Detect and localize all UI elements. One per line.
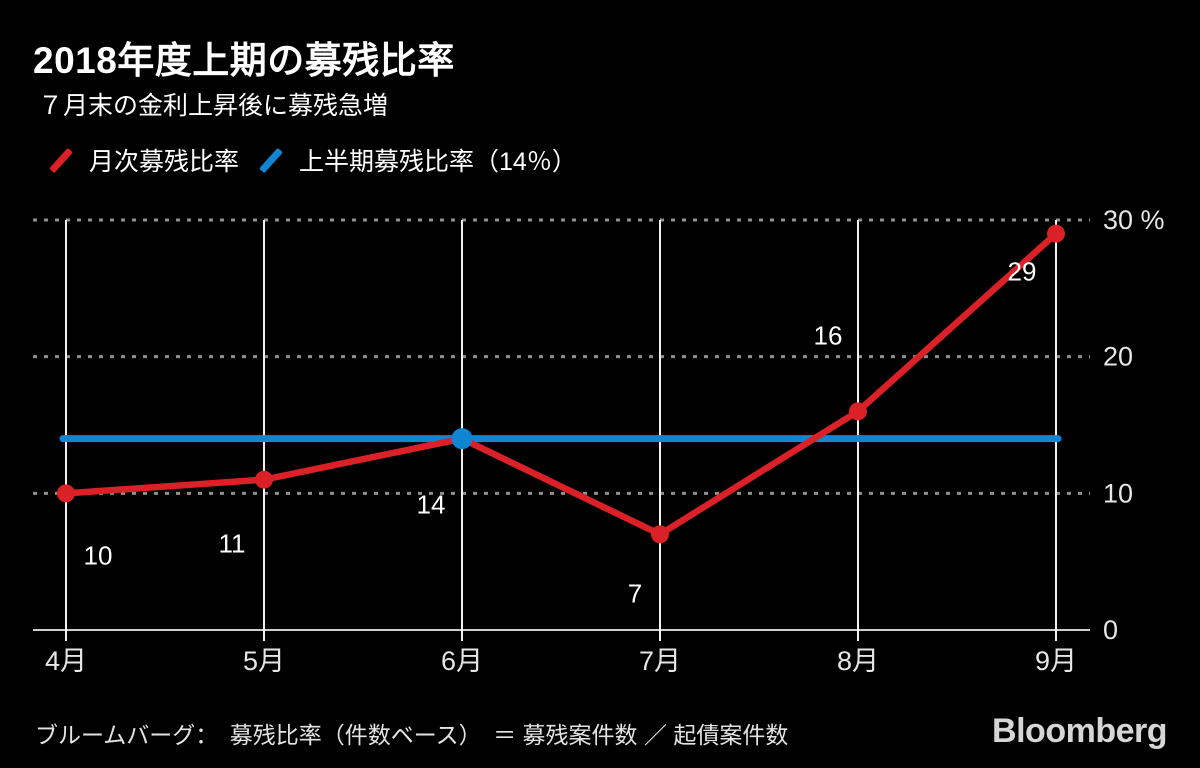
data-point-label: 10 <box>84 540 113 570</box>
x-tick-label: 4月 <box>45 646 87 676</box>
data-point-label: 16 <box>814 320 843 350</box>
data-point-label: 29 <box>1008 257 1037 287</box>
y-tick-label: 20 <box>1103 342 1133 372</box>
data-point-marker <box>849 402 867 421</box>
bloomberg-logo: Bloomberg <box>992 712 1167 750</box>
source-note: ブルームバーグ： 募残比率（件数ベース） ＝ 募残案件数 ／ 起債案件数 <box>35 722 789 748</box>
y-tick-label: 10 <box>1103 478 1133 508</box>
data-point-marker <box>255 470 273 489</box>
legend-item-monthly-ratio: 月次募残比率 <box>47 142 239 178</box>
x-tick-label: 5月 <box>243 646 285 676</box>
monthly-series-line <box>62 230 1060 538</box>
data-point-marker <box>651 525 669 544</box>
x-tick-label: 9月 <box>1035 646 1077 676</box>
legend-item-half-year-ratio: 上半期募残比率（14％） <box>257 142 577 178</box>
data-point-label: 11 <box>219 529 246 559</box>
data-point-label: 14 <box>417 490 446 520</box>
legend-label: 上半期募残比率（14％） <box>299 148 577 176</box>
x-tick-label: 7月 <box>639 646 681 676</box>
reference-point-marker <box>451 428 473 450</box>
data-point-label: 7 <box>628 578 642 608</box>
x-tick-label: 8月 <box>837 646 879 676</box>
chart-subtitle: ７月末の金利上昇後に募残急増 <box>38 92 389 120</box>
data-point-marker <box>57 484 75 503</box>
chart-legend: 月次募残比率 上半期募残比率（14％） <box>47 142 577 178</box>
page-title: 2018年度上期の募残比率 <box>33 40 455 81</box>
y-tick-label: 30 % <box>1103 205 1165 235</box>
y-tick-label: 0 <box>1103 615 1118 645</box>
data-point-marker <box>1047 224 1065 243</box>
legend-label: 月次募残比率 <box>89 148 240 176</box>
x-tick-label: 6月 <box>441 646 483 676</box>
